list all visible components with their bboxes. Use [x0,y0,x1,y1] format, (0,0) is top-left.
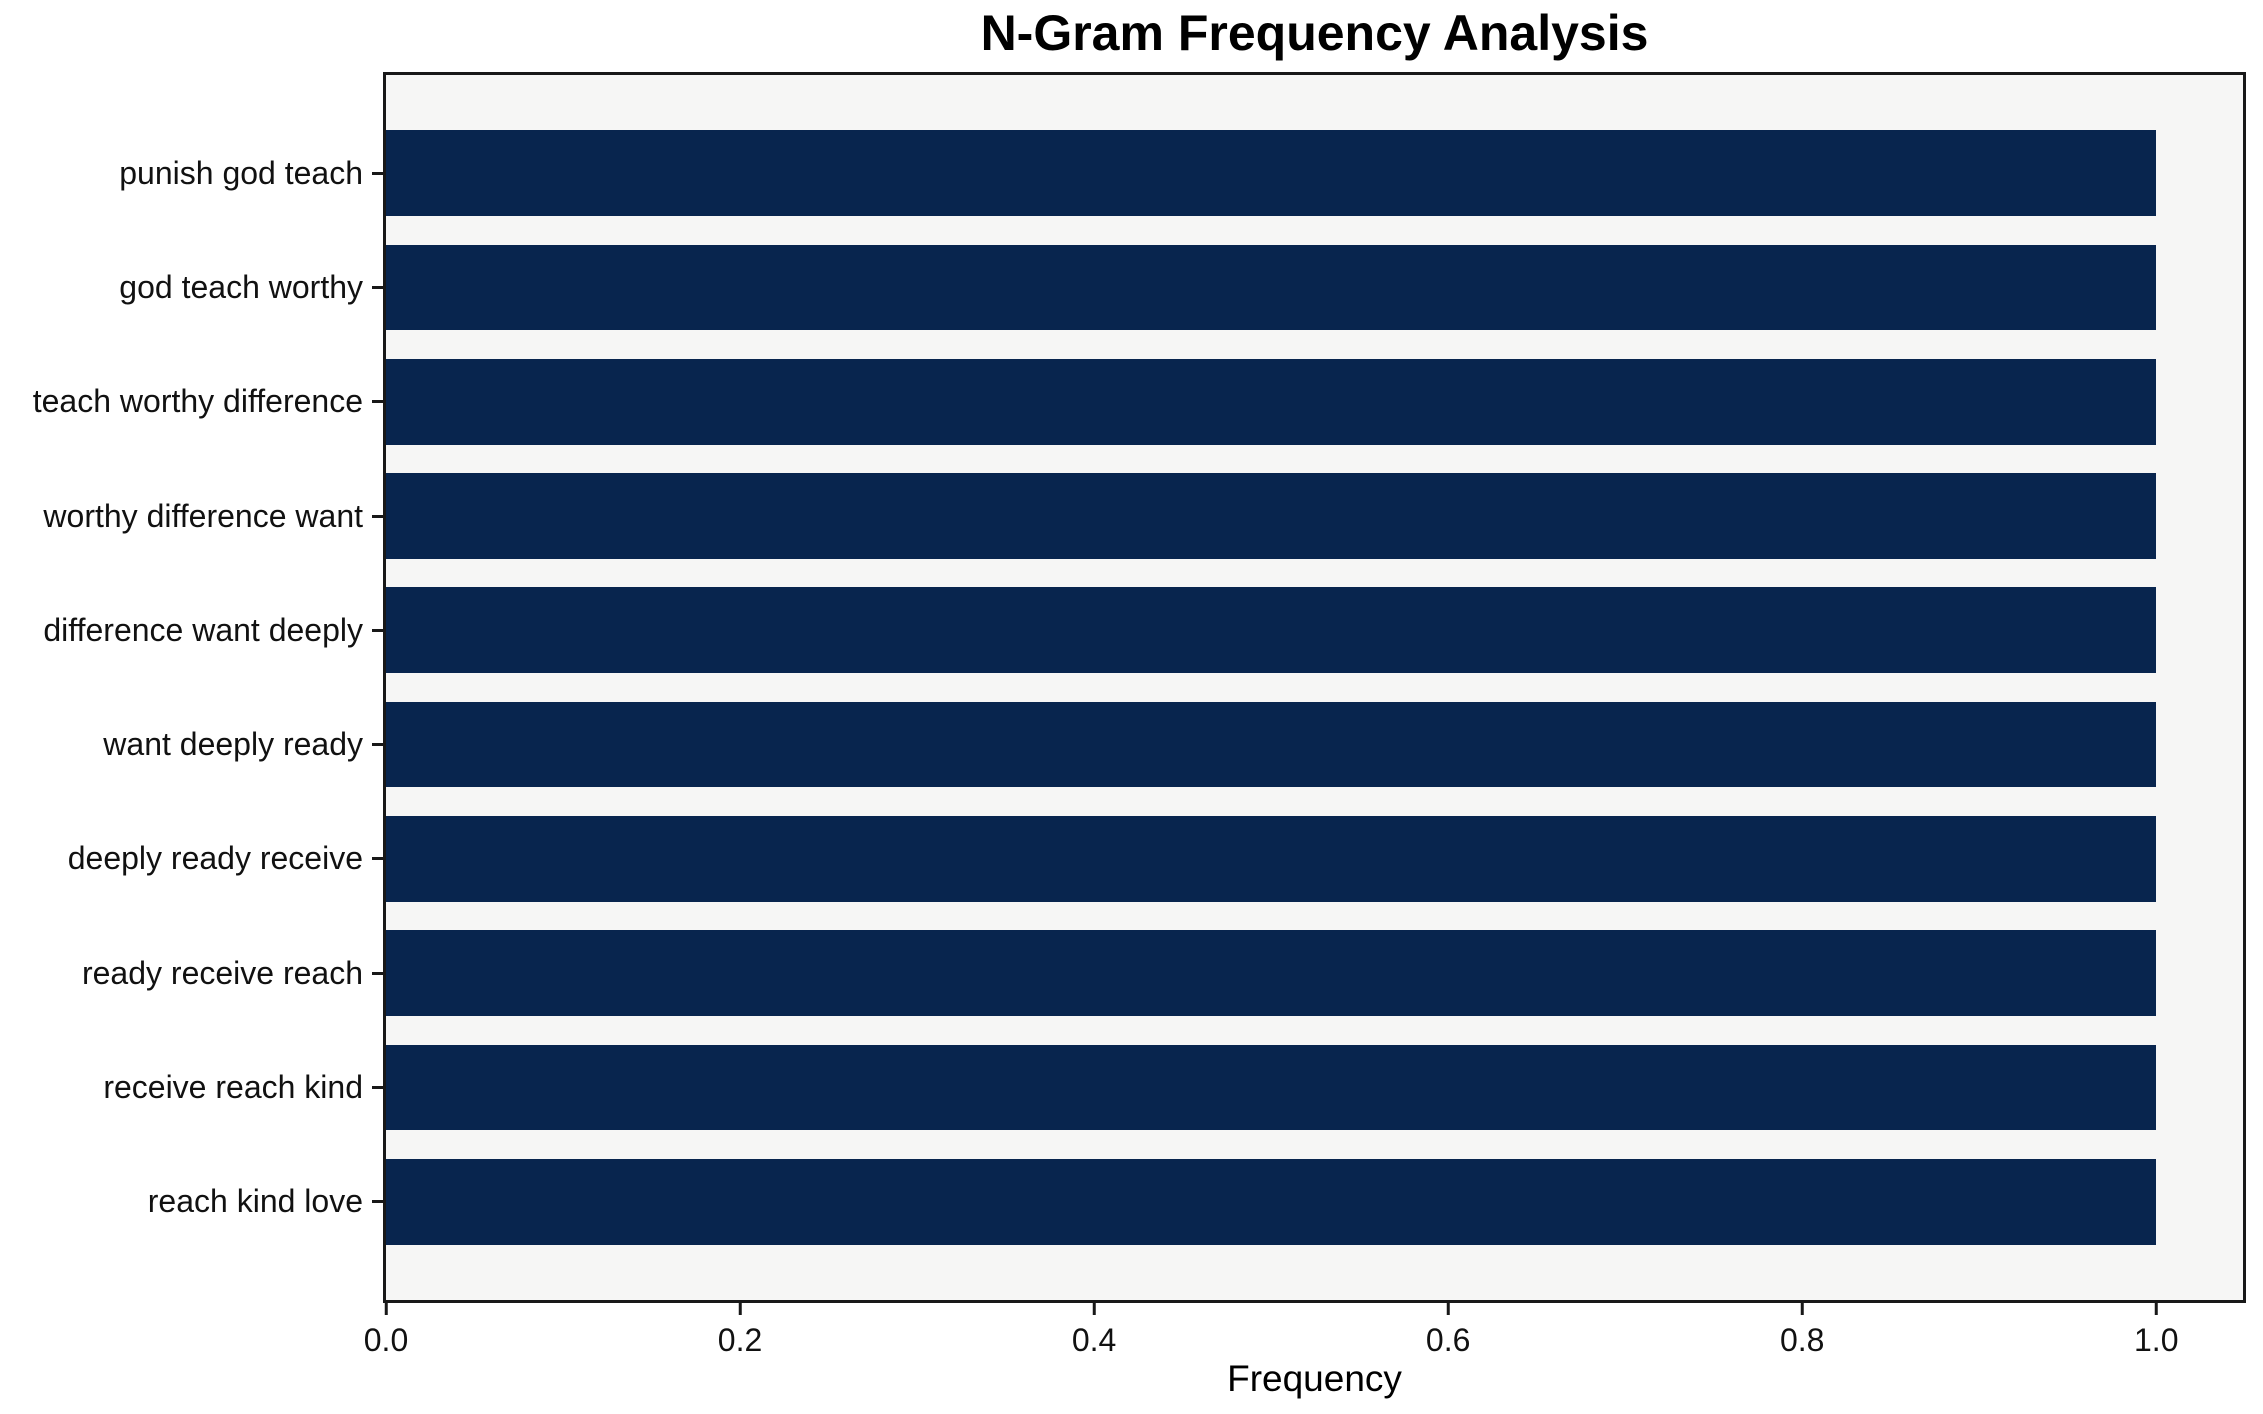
x-tick-label: 0.4 [1071,1322,1117,1358]
y-tick-mark [372,1200,383,1204]
bar-row [386,345,2243,459]
y-tick-mark [372,743,383,747]
x-tick-mark [738,1303,742,1315]
bar-row [386,573,2243,687]
x-tick: 1.0 [2134,1303,2178,1359]
bar [386,816,2157,902]
x-tick-label: 0.8 [1779,1322,1825,1358]
bar [386,244,2157,331]
y-tick-mark [372,857,383,861]
bar-row [386,916,2243,1030]
y-axis-label: god teach worthy [119,268,363,305]
bar-row [386,116,2243,230]
bar-row [386,230,2243,344]
x-tick: 0.8 [1780,1303,1824,1359]
bar [386,358,2157,445]
y-tick-row: teach worthy difference [0,345,383,459]
y-axis: punish god teach god teach worthy teach wo… [0,75,383,1300]
y-tick-row: want deeply ready [0,687,383,801]
x-tick-mark [2154,1303,2158,1315]
x-axis-title: Frequency [1227,1358,1402,1399]
y-axis-label: deeply ready receive [67,840,363,877]
x-tick: 0.2 [718,1303,762,1359]
y-axis-label: want deeply ready [103,726,363,763]
y-tick-mark [372,628,383,632]
y-tick-mark [372,171,383,175]
x-axis: 0.0 0.2 0.4 0.6 0.8 1.0 [364,1303,2243,1363]
bars-container [386,75,2243,1300]
bar [386,1158,2157,1245]
x-tick-label: 0.2 [717,1322,763,1358]
bar [386,130,2157,216]
y-tick-row: difference want deeply [0,573,383,687]
bar [386,930,2157,1017]
plot-area [383,72,2246,1303]
y-axis-label: difference want deeply [43,611,363,648]
y-axis-label: teach worthy difference [32,383,363,420]
x-tick-label: 1.0 [2134,1322,2179,1358]
bar [386,1044,2157,1131]
bar-row [386,687,2243,801]
x-tick-label: 0.6 [1425,1322,1471,1358]
y-tick-row: punish god teach [0,116,383,230]
bar [386,473,2157,559]
y-tick-row: receive reach kind [0,1030,383,1144]
y-tick-mark [372,971,383,975]
bar-row [386,1145,2243,1259]
y-axis-label: worthy difference want [43,497,363,534]
x-tick-mark [1092,1303,1096,1315]
y-tick-row: reach kind love [0,1145,383,1259]
bar-row [386,802,2243,916]
bar-row [386,1030,2243,1144]
y-tick-row: deeply ready receive [0,802,383,916]
x-tick: 0.4 [1072,1303,1116,1359]
x-tick-mark [1446,1303,1450,1315]
y-axis-label: punish god teach [119,154,363,191]
y-tick-row: ready receive reach [0,916,383,1030]
x-tick-label: 0.0 [363,1322,409,1358]
y-tick-row: god teach worthy [0,230,383,344]
bar [386,587,2157,674]
y-tick-mark [372,514,383,518]
bar [386,701,2157,788]
y-axis-label: reach kind love [147,1183,363,1220]
y-tick-row: worthy difference want [0,459,383,573]
x-tick-mark [384,1303,388,1315]
x-tick: 0.6 [1426,1303,1470,1359]
chart-title: N-Gram Frequency Analysis [980,5,1649,61]
y-tick-mark [372,285,383,289]
y-tick-mark [372,1086,383,1090]
bar-row [386,459,2243,573]
y-tick-mark [372,400,383,404]
x-tick-mark [1800,1303,1804,1315]
x-tick: 0.0 [364,1303,408,1359]
y-axis-label: ready receive reach [81,954,363,991]
y-axis-label: receive reach kind [103,1069,363,1106]
